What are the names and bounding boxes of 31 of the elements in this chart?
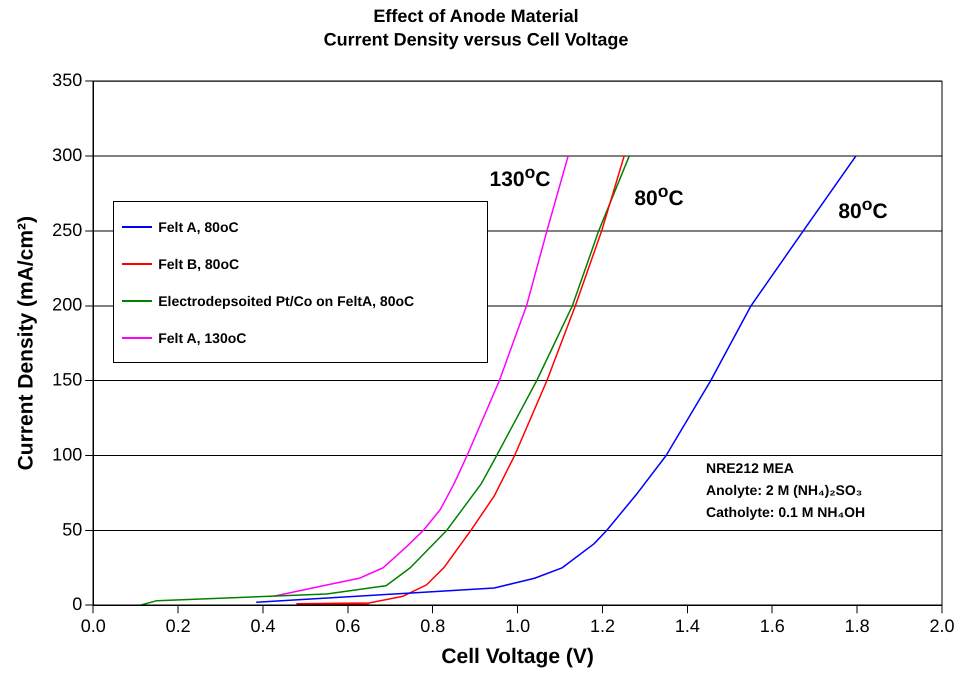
x-tick-label: 1.6 xyxy=(760,616,785,636)
annotation: NRE212 MEA Anolyte: 2 M (NH₄)₂SO₃ Catholyte: 0.1 M NH₄OH xyxy=(706,459,866,522)
chart-subtitle: Current Density versus Cell Voltage xyxy=(324,29,628,50)
annotation: 80$^{o}$C xyxy=(838,194,888,224)
y-axis-title: Current Density (mA/cm²) xyxy=(14,216,38,470)
x-tick-label: 0.0 xyxy=(80,616,106,636)
x-axis-title: Cell Voltage (V) xyxy=(441,645,594,668)
y-tick-label: 250 xyxy=(52,220,82,240)
x-tick-label: 1.8 xyxy=(844,616,870,636)
x-tick-label: 0.4 xyxy=(250,616,276,636)
chart-title: Effect of Anode Material xyxy=(373,6,579,26)
y-tick-label: 50 xyxy=(62,519,82,540)
x-tick-label: 1.0 xyxy=(505,616,530,636)
y-tick-label: 350 xyxy=(52,70,82,90)
x-tick-label: 0.2 xyxy=(166,616,191,636)
x-tick-label: 1.4 xyxy=(674,616,700,636)
y-tick-label: 150 xyxy=(52,370,82,390)
legend-label: Electrodepsoited Pt/Co on FeltA, 80oC xyxy=(158,292,414,309)
x-tick-label: 1.2 xyxy=(590,616,616,636)
x-tick-label: 0.8 xyxy=(420,616,446,636)
x-tick-label: 2.0 xyxy=(929,616,955,636)
legend-label: Felt B, 80oC xyxy=(158,256,240,272)
legend-label: Felt A, 130oC xyxy=(158,330,246,346)
legend-label: Felt A, 80oC xyxy=(158,218,239,235)
y-tick-label: 200 xyxy=(52,294,82,315)
x-tick-label: 0.6 xyxy=(335,616,360,636)
annotation: 130$^{o}$C xyxy=(490,162,550,192)
y-tick-label: 100 xyxy=(52,444,82,464)
y-tick-label: 0 xyxy=(72,594,82,614)
y-tick-label: 300 xyxy=(52,145,82,166)
annotation: 80$^{o}$C xyxy=(634,181,684,211)
